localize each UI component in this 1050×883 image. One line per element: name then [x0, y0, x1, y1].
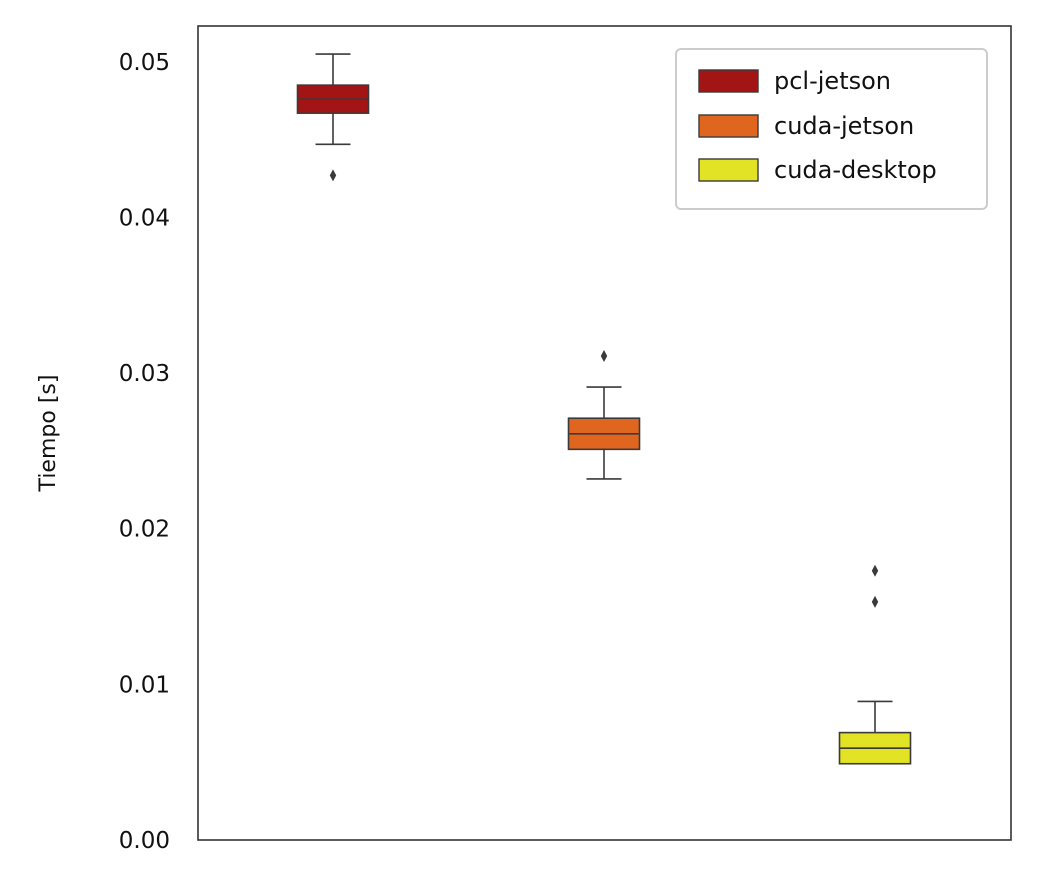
- outlier-point: [871, 564, 879, 577]
- y-tick-label: 0.05: [119, 50, 170, 76]
- y-axis-label: Tiempo [s]: [36, 375, 61, 493]
- outlier-point: [329, 169, 337, 182]
- box-cuda-desktop: [838, 564, 912, 765]
- legend-swatch-cuda-desktop: [698, 158, 759, 182]
- legend-swatch-cuda-jetson: [698, 114, 759, 138]
- boxes: [296, 53, 912, 765]
- y-tick-label: 0.01: [119, 672, 170, 698]
- box-cuda-jetson: [567, 349, 641, 480]
- y-tick-label: 0.02: [119, 517, 170, 543]
- legend: pcl-jetson cuda-jetson cuda-desktop: [675, 48, 988, 210]
- y-tick-label: 0.04: [119, 205, 170, 231]
- legend-label-pcl-jetson: pcl-jetson: [774, 67, 891, 95]
- outlier-point: [600, 349, 608, 362]
- box-pcl-jetson: [296, 53, 370, 182]
- y-tick-label: 0.03: [119, 361, 170, 387]
- y-axis-ticks: 0.00 0.01 0.02 0.03 0.04 0.05: [119, 50, 170, 854]
- legend-label-cuda-jetson: cuda-jetson: [774, 112, 914, 140]
- legend-label-cuda-desktop: cuda-desktop: [774, 156, 937, 184]
- y-tick-label: 0.00: [119, 828, 170, 854]
- legend-swatch-pcl-jetson: [698, 69, 759, 93]
- outlier-point: [871, 595, 879, 608]
